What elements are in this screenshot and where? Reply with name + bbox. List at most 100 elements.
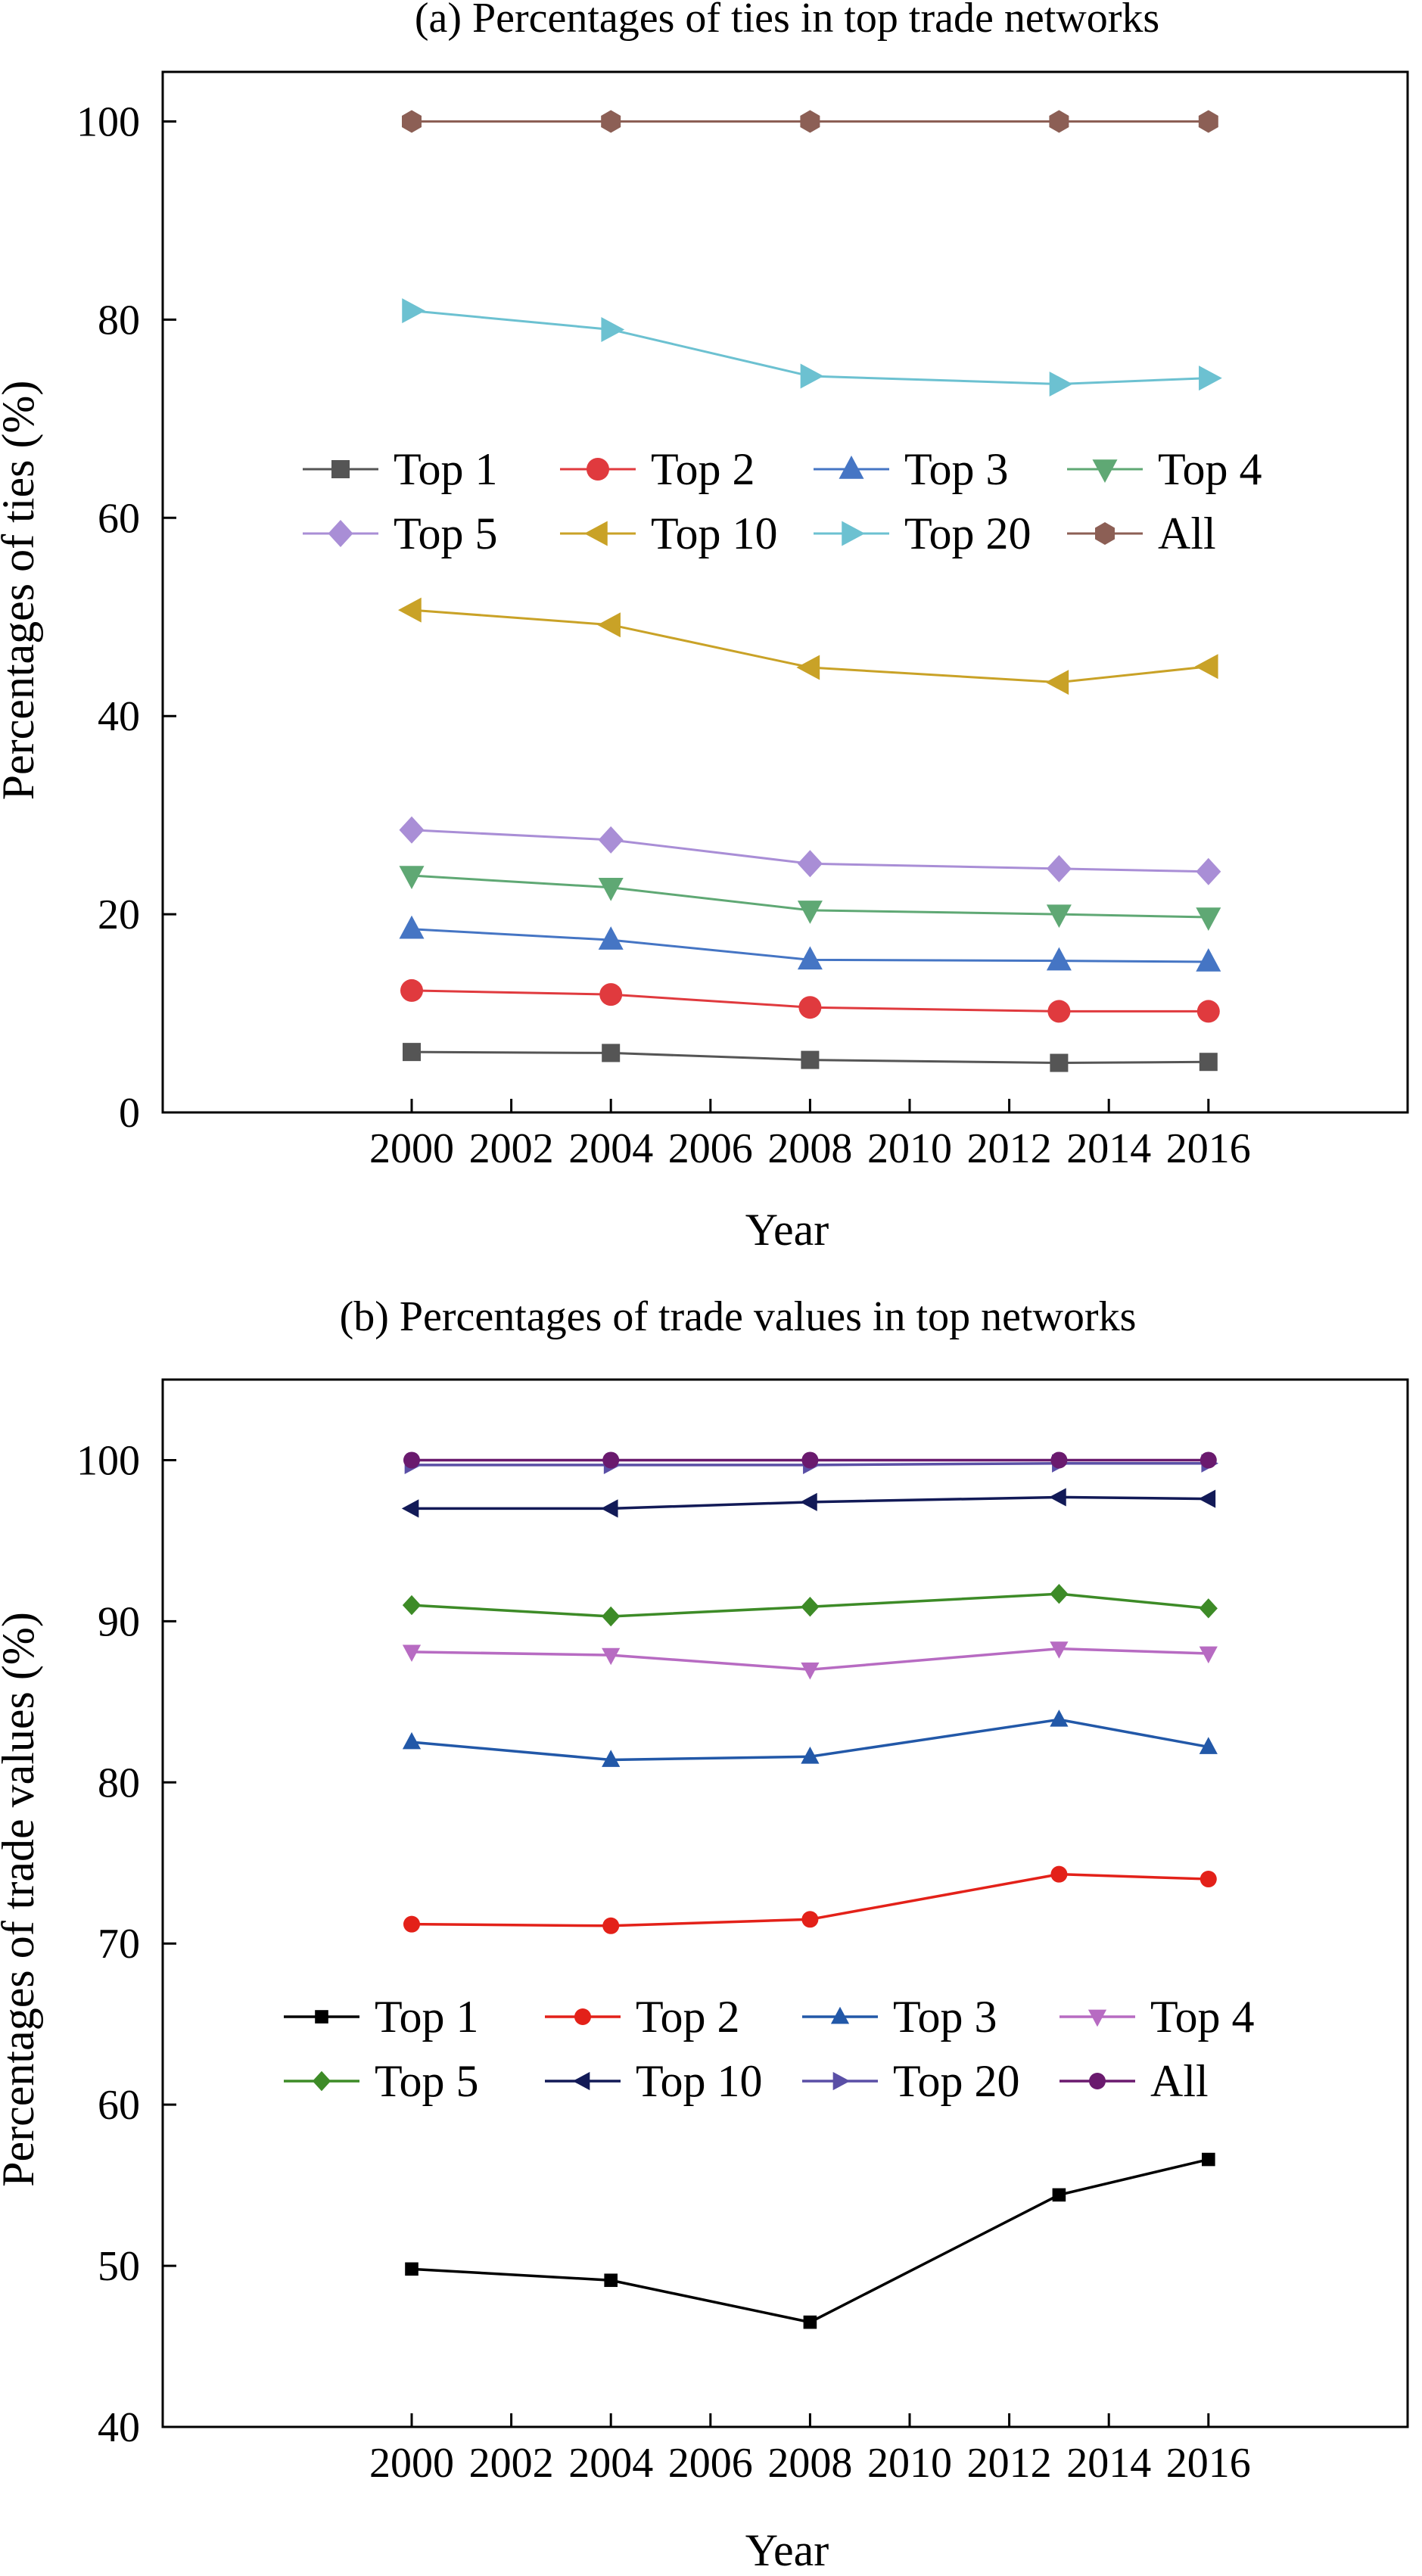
legend-label: Top 10 (651, 509, 777, 558)
data-point (1196, 857, 1221, 885)
data-point (1198, 1489, 1216, 1508)
data-point (801, 1451, 819, 1469)
data-point (602, 1750, 621, 1767)
data-point (1049, 372, 1073, 397)
legend-marker (1088, 2009, 1107, 2027)
data-point (402, 1731, 422, 1750)
data-point (1200, 1871, 1217, 1888)
data-point (1046, 904, 1072, 929)
legend-marker (842, 521, 865, 546)
data-point (401, 1499, 419, 1518)
x-tick-label: 2000 (369, 1125, 454, 1172)
chart-panel-a: (a) Percentages of ties in top trade net… (0, 0, 1409, 1255)
data-point (601, 1499, 618, 1518)
data-point (800, 110, 820, 133)
x-tick-label: 2008 (767, 2440, 852, 2487)
legend-marker (832, 2071, 851, 2091)
data-point (402, 1594, 422, 1616)
y-tick-label: 60 (98, 495, 140, 542)
data-point (1196, 907, 1221, 932)
legend-label: Top 4 (1150, 1992, 1254, 2042)
legend-label: Top 20 (893, 2056, 1019, 2106)
x-tick-label: 2010 (867, 2440, 952, 2487)
data-point (1199, 1053, 1218, 1072)
data-point (403, 1915, 420, 1933)
data-point (797, 946, 823, 970)
data-point (403, 1043, 421, 1062)
legend-marker (584, 521, 608, 546)
x-tick-label: 2004 (568, 2440, 653, 2487)
data-point (1046, 947, 1072, 971)
y-tick-label: 40 (98, 693, 140, 740)
legend-label: Top 10 (636, 2056, 762, 2106)
y-tick-label: 100 (76, 1437, 140, 1484)
legend-label: Top 5 (375, 2056, 478, 2106)
x-tick-label: 2012 (967, 1125, 1052, 1172)
y-tick-label: 20 (98, 891, 140, 938)
data-point (1050, 1583, 1069, 1604)
data-point (601, 110, 621, 133)
data-point (1050, 1641, 1069, 1659)
data-point (1050, 1053, 1069, 1072)
legend-label: Top 2 (636, 1992, 739, 2042)
data-point (797, 850, 823, 878)
data-point (1050, 1710, 1069, 1727)
x-tick-label: 2012 (967, 2440, 1052, 2487)
chart-title: (a) Percentages of ties in top trade net… (415, 0, 1159, 42)
data-point (602, 1606, 621, 1627)
data-point (402, 1644, 422, 1663)
x-tick-label: 2002 (469, 1125, 554, 1172)
y-tick-label: 50 (98, 2243, 140, 2290)
legend-marker (1092, 459, 1118, 483)
data-point (798, 996, 822, 1019)
legend-label: Top 20 (904, 509, 1031, 558)
data-point (800, 1492, 817, 1511)
data-point (801, 1747, 820, 1764)
data-point (1194, 654, 1218, 680)
data-point (1052, 2188, 1066, 2202)
data-point (1049, 110, 1069, 133)
y-tick-label: 60 (98, 2082, 140, 2129)
x-tick-label: 2014 (1066, 2440, 1151, 2487)
data-point (1196, 1000, 1220, 1023)
data-point (599, 983, 623, 1006)
data-point (598, 926, 624, 950)
data-point (1196, 947, 1221, 972)
x-tick-label: 2006 (668, 2440, 753, 2487)
x-tick-label: 2016 (1166, 1125, 1251, 1172)
data-point (598, 826, 624, 854)
legend-marker (830, 2006, 850, 2024)
data-point (604, 2273, 618, 2288)
data-point (1202, 2152, 1215, 2167)
data-point (399, 816, 425, 844)
x-axis-label: Year (745, 1205, 829, 1255)
x-tick-label: 2002 (469, 2440, 554, 2487)
x-tick-label: 2006 (668, 1125, 753, 1172)
legend-label: Top 2 (651, 444, 755, 494)
legend-marker (572, 2071, 590, 2091)
y-tick-label: 70 (98, 1921, 140, 1968)
y-tick-label: 80 (98, 297, 140, 344)
legend-label: All (1150, 2056, 1209, 2106)
x-tick-label: 2008 (767, 1125, 852, 1172)
chart-title: (b) Percentages of trade values in top n… (340, 1293, 1137, 1340)
y-axis-label: Percentages of ties (%) (0, 381, 43, 801)
legend-label: Top 5 (394, 509, 497, 558)
x-tick-label: 2010 (867, 1125, 952, 1172)
y-tick-label: 100 (76, 98, 140, 145)
data-point (801, 1050, 820, 1069)
data-point (402, 298, 425, 324)
x-tick-label: 2004 (568, 1125, 653, 1172)
legend-label: Top 4 (1158, 444, 1262, 494)
y-tick-label: 90 (98, 1598, 140, 1645)
legend-marker (574, 2008, 591, 2025)
legend-marker (328, 520, 353, 547)
legend-marker (839, 456, 864, 479)
data-point (602, 1647, 621, 1666)
data-point (1200, 1451, 1217, 1469)
data-point (601, 316, 625, 342)
data-point (801, 1911, 819, 1928)
data-point (405, 2262, 419, 2276)
data-point (402, 110, 422, 133)
data-point (398, 597, 422, 623)
